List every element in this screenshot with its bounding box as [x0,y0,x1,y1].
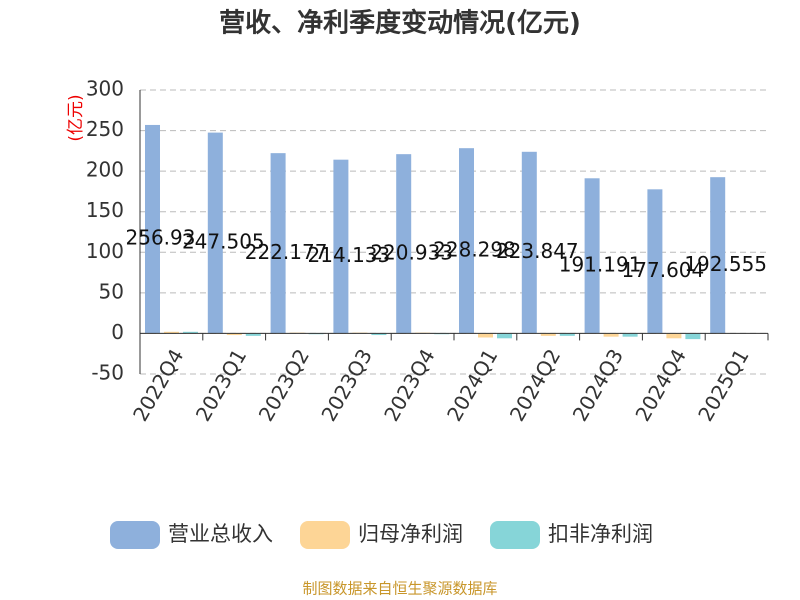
legend-swatch[interactable] [490,521,540,549]
x-tick-label: 2023Q4 [379,345,439,426]
y-tick-label: 150 [86,198,124,222]
bar [603,333,619,337]
data-label: 222.177 [245,240,328,264]
bar [540,333,556,336]
bar [559,333,575,336]
data-label: 220.933 [370,240,453,264]
y-tick-label: 200 [86,158,124,182]
bar [226,333,242,336]
bar [584,178,600,334]
bar [396,154,412,334]
source-note: 制图数据来自恒生聚源数据库 [302,580,497,598]
bar [622,333,638,337]
legend-swatch[interactable] [110,521,160,549]
data-label: 247.505 [182,230,265,254]
x-tick-label: 2022Q4 [128,345,188,426]
bar [333,159,349,334]
bar [145,124,160,334]
x-tick-label: 2023Q2 [254,345,314,426]
x-tick-label: 2024Q2 [505,345,565,426]
bar [478,333,493,338]
x-tick-label: 2024Q4 [630,345,690,426]
bar [647,189,663,334]
bar [207,132,223,334]
data-label: 223.847 [496,239,579,263]
data-label: 214.133 [308,243,391,267]
data-label: 256.93 [126,226,196,250]
data-label: 177.604 [622,258,705,282]
x-tick-label: 2024Q1 [442,345,502,426]
chart-title: 营收、净利季度变动情况(亿元) [219,8,581,39]
x-tick-label: 2024Q3 [568,345,628,426]
bar [371,333,387,336]
bar [521,151,537,334]
bar [459,148,474,334]
legend-label: 归母净利润 [358,522,463,546]
x-tick-label: 2025Q1 [693,345,753,426]
legend-label: 营业总收入 [168,522,273,546]
y-axis-label: (亿元) [66,94,86,141]
bar [270,153,286,334]
x-tick-label: 2023Q3 [316,345,376,426]
y-tick-label: 50 [99,279,124,303]
y-tick-label: 300 [86,77,124,101]
y-tick-label: -50 [91,361,124,385]
bar [245,333,261,336]
data-label: 228.298 [433,237,516,261]
y-tick-label: 100 [86,239,124,263]
legend-label: 扣非净利润 [548,522,653,546]
y-tick-label: 250 [86,117,124,141]
data-label: 191.191 [559,252,642,276]
bar [666,333,682,339]
bar [710,177,726,334]
bar [183,331,198,334]
bar [164,331,179,334]
legend-swatch[interactable] [300,521,350,549]
bar [497,333,512,339]
data-label: 192.555 [684,252,767,276]
x-tick-label: 2023Q1 [191,345,251,426]
y-tick-label: 0 [111,320,124,344]
bar [685,333,701,340]
